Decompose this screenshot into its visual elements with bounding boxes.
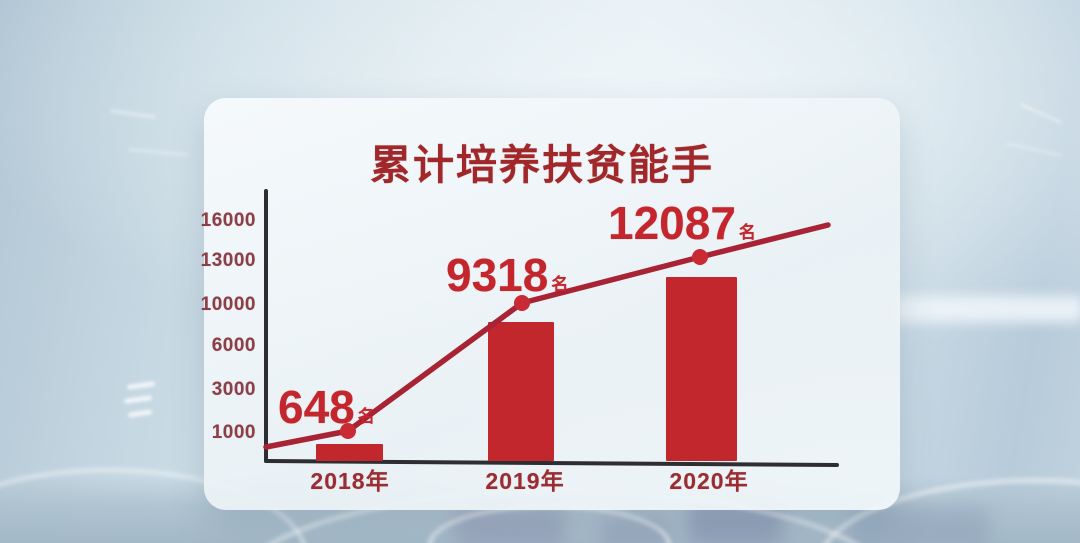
data-label-2018年: 648 名	[278, 384, 375, 430]
backdrop-dash	[127, 409, 153, 418]
bar-2020年	[666, 277, 737, 461]
y-axis-line	[264, 189, 268, 463]
backdrop-streak	[1006, 142, 1062, 157]
data-label-value: 648	[278, 381, 355, 433]
backdrop-streak	[109, 108, 157, 120]
y-tick-label: 6000	[211, 335, 256, 356]
data-label-2020年: 12087 名	[608, 200, 756, 246]
backdrop-dash	[126, 381, 156, 390]
y-tick-label: 3000	[211, 379, 256, 400]
backdrop-streak	[1019, 102, 1063, 125]
y-tick-label: 1000	[211, 422, 256, 443]
chart-title: 累计培养扶贫能手	[370, 142, 714, 188]
data-label-value: 9318	[446, 249, 549, 301]
data-label-unit: 名	[357, 407, 375, 426]
y-tick-label: 16000	[200, 210, 256, 231]
backdrop-streak	[127, 147, 189, 157]
y-tick-label: 13000	[200, 250, 256, 271]
data-label-2019年: 9318 名	[446, 252, 568, 298]
backdrop-horizon-band	[893, 296, 1080, 322]
data-label-unit: 名	[551, 275, 569, 294]
x-tick-label: 2019年	[485, 468, 565, 494]
bar-2019年	[488, 322, 554, 461]
backdrop-dash	[123, 395, 153, 404]
y-tick-label: 10000	[200, 294, 256, 315]
bar-2018年	[316, 444, 383, 461]
data-label-unit: 名	[738, 223, 756, 242]
x-tick-label: 2020年	[669, 468, 749, 494]
x-tick-label: 2018年	[310, 468, 390, 494]
data-label-value: 12087	[608, 197, 736, 249]
